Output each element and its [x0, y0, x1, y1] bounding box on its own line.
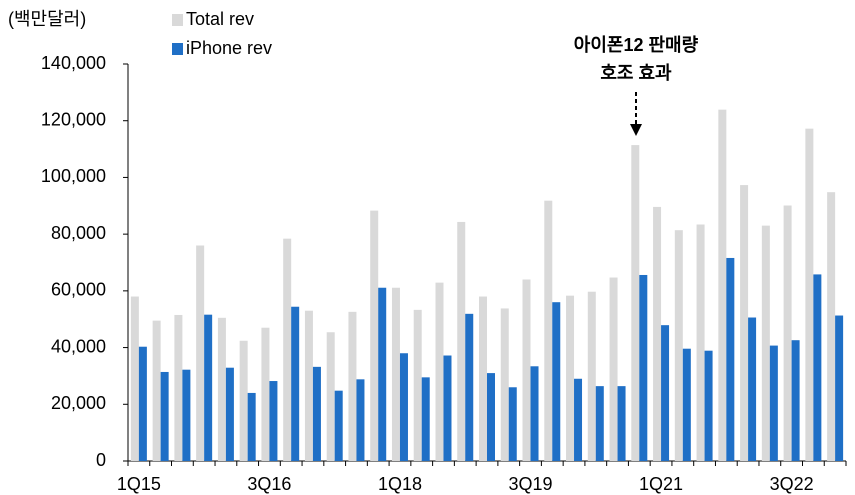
bar — [312, 366, 321, 461]
bar — [500, 308, 509, 461]
bar — [530, 366, 539, 461]
bar — [805, 128, 814, 461]
legend-label: iPhone rev — [186, 38, 272, 58]
bar — [704, 350, 713, 461]
bar — [718, 109, 727, 461]
bar — [661, 325, 670, 461]
annotation: 아이폰12 판매량 — [574, 35, 699, 55]
bar — [443, 355, 452, 461]
bar — [748, 317, 757, 461]
bar — [552, 302, 561, 461]
bar — [204, 314, 213, 461]
bar — [761, 225, 770, 461]
y-tick-label: 40,000 — [51, 336, 106, 356]
bar — [609, 277, 618, 461]
bar — [435, 282, 444, 461]
legend-label: Total rev — [186, 9, 254, 29]
bar — [726, 257, 735, 461]
bar — [587, 291, 596, 461]
bar — [639, 274, 648, 461]
bar — [304, 310, 313, 461]
bar — [196, 245, 205, 461]
bar — [791, 340, 800, 461]
bar — [225, 367, 234, 461]
bar — [326, 332, 335, 461]
bar — [682, 348, 691, 461]
bar — [160, 371, 169, 461]
bar — [479, 296, 487, 461]
bar — [566, 295, 575, 461]
y-tick-label: 60,000 — [51, 280, 106, 300]
x-tick-label: 1Q21 — [639, 474, 683, 494]
bar — [370, 210, 379, 461]
bar — [391, 287, 400, 461]
bar — [348, 311, 357, 461]
y-tick-label: 20,000 — [51, 393, 106, 413]
bar — [769, 345, 778, 461]
y-tick-label: 140,000 — [41, 53, 106, 73]
bar — [247, 392, 256, 461]
y-tick-label: 120,000 — [41, 109, 106, 129]
bar — [522, 279, 531, 461]
bar — [413, 309, 422, 461]
bar — [174, 314, 183, 461]
bar — [421, 377, 430, 461]
bar — [182, 369, 191, 461]
bar — [696, 224, 705, 461]
annotation: 호조 효과 — [600, 63, 672, 83]
bar — [239, 340, 248, 461]
bar — [595, 386, 604, 461]
y-tick-label: 100,000 — [41, 166, 106, 186]
bar — [261, 327, 270, 461]
bar — [674, 230, 683, 461]
legend-swatch — [172, 43, 183, 55]
bar — [399, 353, 408, 461]
bar — [378, 287, 387, 461]
bar — [334, 390, 343, 461]
bar — [813, 274, 822, 461]
y-tick-label: 80,000 — [51, 223, 106, 243]
bar — [138, 346, 147, 461]
bar — [574, 378, 583, 461]
x-tick-label: 3Q16 — [247, 474, 291, 494]
y-axis-label: (백만달러) — [8, 9, 86, 29]
annotation-arrowhead — [630, 124, 642, 136]
bar — [291, 306, 300, 461]
bar — [631, 145, 640, 461]
bar — [283, 238, 292, 461]
x-tick-label: 1Q18 — [378, 474, 422, 494]
x-tick-label: 3Q22 — [770, 474, 814, 494]
y-tick-label: 0 — [96, 450, 106, 470]
bar — [783, 205, 792, 461]
bar — [457, 221, 466, 461]
legend-swatch — [172, 14, 183, 26]
bar — [217, 317, 226, 461]
bar — [130, 296, 139, 461]
bar — [356, 379, 365, 461]
bar — [835, 315, 844, 461]
bar — [269, 381, 278, 461]
bar — [465, 313, 474, 461]
bar — [827, 192, 836, 461]
bar — [544, 200, 553, 461]
bar — [617, 386, 626, 461]
x-tick-label: 1Q15 — [117, 474, 161, 494]
bar — [152, 320, 161, 461]
bar — [508, 387, 517, 461]
bar — [653, 206, 662, 461]
x-tick-label: 3Q19 — [508, 474, 552, 494]
bar — [487, 373, 495, 461]
bar — [740, 185, 749, 461]
